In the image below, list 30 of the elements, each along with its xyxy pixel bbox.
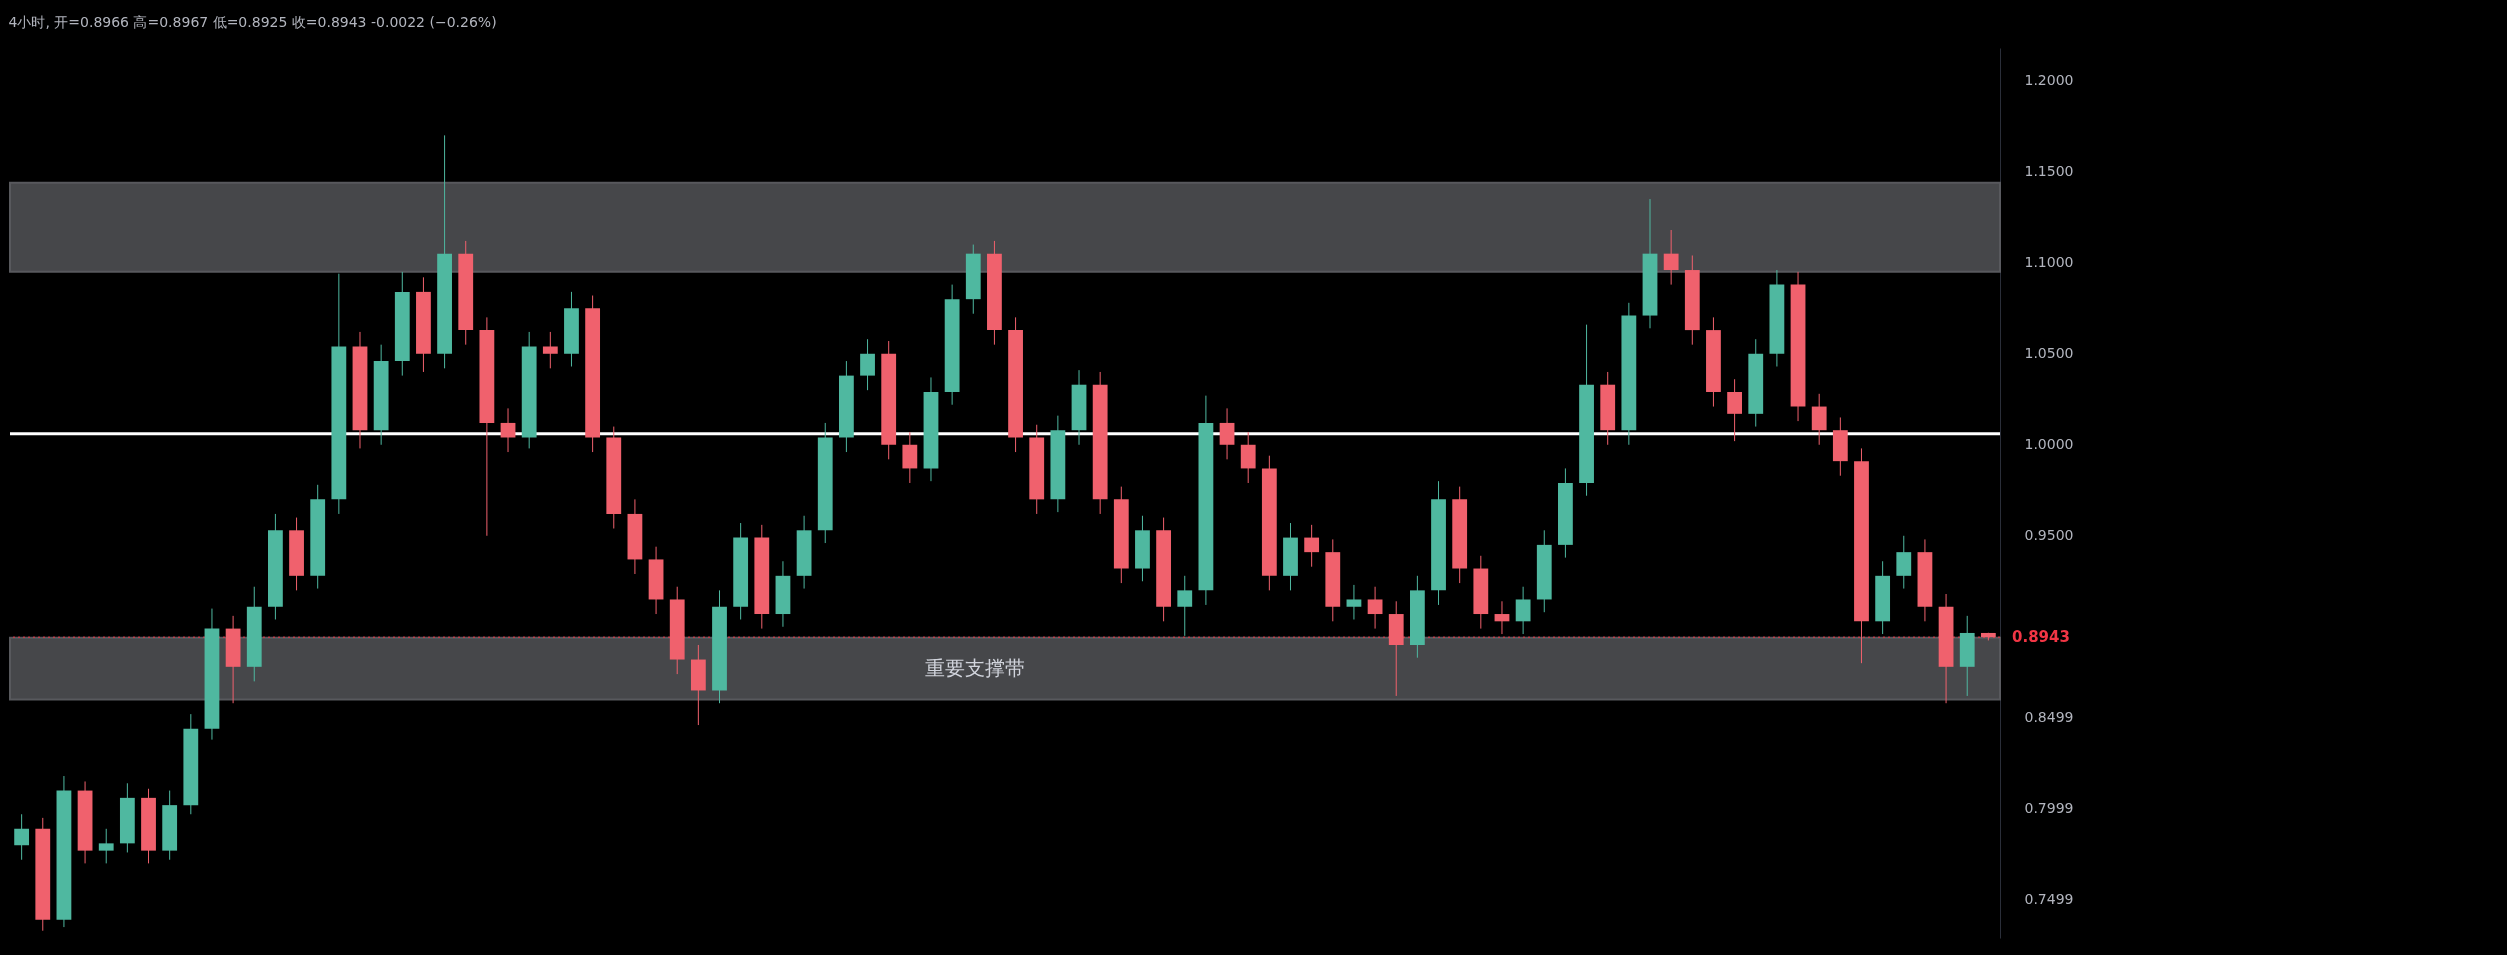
candlestick [1240, 431, 1256, 484]
candlestick [1811, 393, 1827, 446]
candlestick [98, 828, 114, 864]
candlestick [1367, 586, 1383, 630]
candlestick [1515, 586, 1531, 635]
candlestick [860, 338, 875, 391]
y-tick-label: 1.0500 [2024, 345, 2074, 362]
y-tick-label: 0.9500 [2024, 527, 2074, 544]
y-tick-label: 1.1000 [2024, 254, 2074, 271]
y-tick-label: 1.0000 [2024, 436, 2074, 453]
candlestick [1727, 378, 1742, 442]
candlestick [1177, 575, 1193, 637]
candlestick [1663, 229, 1679, 286]
candlestick [542, 331, 558, 369]
chart-title: 4小时, 开=0.8966 高=0.8967 低=0.8925 收=0.8943 -0.0022 (−0.26%) [8, 14, 497, 30]
y-tick-label: 0.7999 [2024, 800, 2074, 817]
candlestick [1896, 535, 1912, 590]
y-tick-label: 0.7499 [2024, 891, 2074, 908]
y-tick-label: 1.2000 [2024, 72, 2074, 89]
band-label: 重要支撑带 [925, 655, 1026, 680]
candlestick [1219, 407, 1235, 460]
y-tick-label: 1.1500 [2024, 163, 2074, 180]
candlestick [902, 431, 918, 484]
y-tick-label: 0.8499 [2024, 709, 2074, 726]
candlestick [1494, 600, 1510, 635]
candlestick [1346, 584, 1362, 620]
candlestick [1304, 524, 1320, 568]
candlestick [14, 813, 30, 861]
ref-line-label: 0.8943 [2012, 628, 2070, 647]
candlestick [500, 407, 516, 453]
